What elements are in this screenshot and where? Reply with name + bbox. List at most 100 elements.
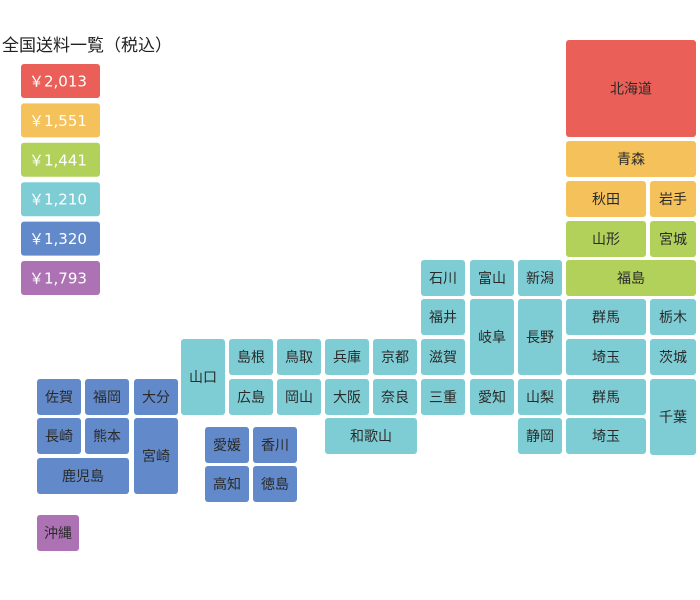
prefecture-label: 大分 xyxy=(142,390,170,406)
prefecture-label: 徳島 xyxy=(261,477,289,493)
prefecture-label: 佐賀 xyxy=(45,390,73,406)
prefecture-tile xyxy=(37,418,81,454)
prefecture-tile xyxy=(134,379,178,415)
prefecture-tile xyxy=(205,427,249,463)
prefecture-label: 京都 xyxy=(381,350,409,366)
prefecture-tile xyxy=(421,379,465,415)
prefecture-label: 鳥取 xyxy=(285,350,313,366)
legend-swatch xyxy=(21,64,100,98)
prefecture-label: 香川 xyxy=(261,438,289,454)
prefecture-tile xyxy=(373,379,417,415)
prefecture-tile xyxy=(566,221,646,257)
prefecture-label: 愛媛 xyxy=(213,438,241,454)
prefecture-tile xyxy=(325,418,417,454)
legend-swatch xyxy=(21,142,100,177)
prefecture-label: 青森 xyxy=(617,152,645,168)
prefecture-tile xyxy=(566,339,646,375)
prefecture-label: 茨城 xyxy=(659,350,687,366)
prefecture-label: 岡山 xyxy=(285,390,313,406)
prefecture-tile xyxy=(518,418,562,454)
prefecture-tile xyxy=(470,260,514,296)
prefecture-label: 埼玉 xyxy=(592,429,620,445)
legend-swatch xyxy=(21,182,100,217)
prefecture-label: 大阪 xyxy=(333,390,361,406)
legend-label: ￥1,441 xyxy=(29,151,87,169)
prefecture-label: 埼玉 xyxy=(592,350,620,366)
prefecture-tile xyxy=(566,141,696,177)
prefecture-tile xyxy=(650,339,696,375)
legend-label: ￥1,320 xyxy=(29,230,87,248)
prefecture-tile xyxy=(566,379,646,415)
prefecture-label: 島根 xyxy=(237,350,265,366)
prefecture-tile xyxy=(421,339,465,375)
prefecture-label: 高知 xyxy=(213,476,241,493)
legend-label: ￥2,013 xyxy=(29,73,87,91)
prefecture-tile xyxy=(181,339,225,415)
prefecture-tile xyxy=(325,379,369,415)
prefecture-tile xyxy=(373,339,417,375)
prefecture-label: 滋賀 xyxy=(429,350,457,366)
legend-label: ￥1,551 xyxy=(29,112,87,130)
prefecture-tile xyxy=(470,379,514,415)
prefecture-label: 愛知 xyxy=(478,389,506,406)
prefecture-label: 千葉 xyxy=(659,410,687,426)
prefecture-tile xyxy=(650,181,696,217)
prefecture-label: 富山 xyxy=(478,270,506,287)
prefecture-tile xyxy=(253,466,297,502)
prefecture-label: 和歌山 xyxy=(350,429,392,445)
prefecture-tile xyxy=(85,418,129,454)
prefecture-tile xyxy=(421,260,465,296)
prefecture-label: 福島 xyxy=(617,271,645,287)
prefecture-tile xyxy=(566,260,696,296)
prefecture-label: 宮城 xyxy=(659,232,687,248)
prefecture-label: 石川 xyxy=(429,271,457,287)
prefecture-label: 栃木 xyxy=(659,310,687,326)
prefecture-tile xyxy=(566,299,646,335)
prefecture-tile xyxy=(470,299,514,375)
legend-label: ￥1,793 xyxy=(29,270,87,288)
prefecture-label: 宮崎 xyxy=(142,449,170,465)
prefecture-tile xyxy=(325,339,369,375)
prefecture-tile xyxy=(518,379,562,415)
prefecture-label: 北海道 xyxy=(610,82,652,98)
prefecture-tile xyxy=(421,299,465,335)
legend-swatch xyxy=(21,103,100,138)
prefecture-tile xyxy=(229,379,273,415)
prefecture-label: 広島 xyxy=(237,390,265,406)
prefecture-label: 兵庫 xyxy=(333,349,361,366)
legend-swatch xyxy=(21,221,100,256)
prefecture-tile xyxy=(37,379,81,415)
prefecture-label: 群馬 xyxy=(592,390,620,406)
prefecture-tile xyxy=(566,40,696,137)
prefecture-label: 熊本 xyxy=(93,429,121,445)
legend-label: ￥1,210 xyxy=(29,191,87,209)
prefecture-label: 長崎 xyxy=(45,429,73,445)
prefecture-tile xyxy=(518,260,562,296)
prefecture-tile xyxy=(37,458,129,494)
prefecture-label: 福井 xyxy=(429,310,457,326)
prefecture-tile xyxy=(229,339,273,375)
prefecture-tile xyxy=(253,427,297,463)
prefecture-label: 山梨 xyxy=(526,390,554,406)
prefecture-label: 秋田 xyxy=(592,192,620,208)
prefecture-tile xyxy=(277,339,321,375)
legend-swatch xyxy=(21,261,100,295)
prefecture-label: 山口 xyxy=(189,370,217,386)
prefecture-label: 奈良 xyxy=(381,390,409,406)
prefecture-label: 鹿児島 xyxy=(62,468,104,485)
prefecture-label: 三重 xyxy=(429,390,457,406)
prefecture-label: 静岡 xyxy=(526,429,554,445)
prefecture-label: 沖縄 xyxy=(44,526,72,542)
prefecture-tile xyxy=(37,515,79,551)
prefecture-label: 岐阜 xyxy=(478,329,506,346)
prefecture-label: 新潟 xyxy=(526,271,554,287)
prefecture-tile xyxy=(205,466,249,502)
prefecture-tile xyxy=(566,418,646,454)
title: 全国送料一覧（税込） xyxy=(2,36,172,56)
prefecture-tile xyxy=(518,299,562,375)
prefecture-tile xyxy=(85,379,129,415)
prefecture-label: 群馬 xyxy=(592,310,620,326)
prefecture-tile xyxy=(566,181,646,217)
prefecture-tile xyxy=(650,379,696,455)
